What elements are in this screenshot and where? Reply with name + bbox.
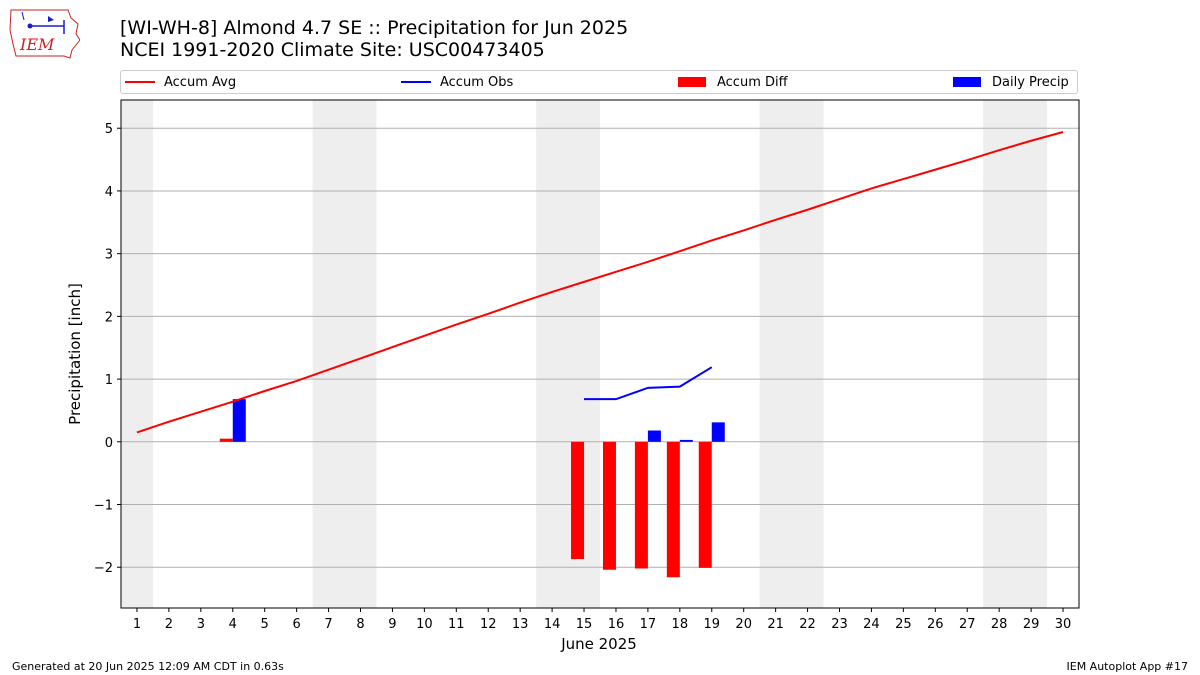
x-tick-label: 12 (480, 617, 497, 632)
legend-label-accum-diff: Accum Diff (717, 74, 788, 90)
title-line-2: NCEI 1991-2020 Climate Site: USC00473405 (120, 39, 545, 61)
legend-label-accum-avg: Accum Avg (164, 74, 237, 90)
legend-item-accum-diff: Accum Diff (678, 71, 788, 93)
x-tick-label: 9 (388, 617, 396, 632)
x-tick-label: 4 (229, 617, 237, 632)
weekend-shade-3 (759, 100, 824, 608)
y-tick-label: 2 (105, 310, 113, 325)
accum-diff-bar (698, 441, 712, 568)
y-tick-label: 4 (105, 185, 113, 200)
legend-label-accum-obs: Accum Obs (440, 74, 514, 90)
daily-precip-bar (232, 399, 246, 442)
y-axis-label: Precipitation [inch] (66, 283, 84, 425)
daily-precip-bar (711, 422, 725, 442)
accum-diff-bar (571, 441, 585, 560)
legend-item-accum-avg: Accum Avg (125, 71, 236, 93)
weekend-shade-2 (536, 100, 600, 608)
x-tick-label: 2 (165, 617, 173, 632)
plot-frame (120, 99, 1080, 609)
x-tick-label: 21 (767, 617, 784, 632)
x-tick-label: 23 (831, 617, 848, 632)
daily-precip-bar (679, 439, 693, 442)
legend-item-daily-precip: Daily Precip (953, 71, 1069, 93)
weekend-shade-0 (121, 100, 153, 608)
legend-swatch-accum-diff (678, 77, 706, 87)
x-tick-label: 27 (959, 617, 976, 632)
x-tick-label: 24 (863, 617, 880, 632)
app-credit: IEM Autoplot App #17 (1066, 660, 1189, 673)
x-tick-label: 29 (1023, 617, 1040, 632)
accum-diff-bar (219, 438, 233, 442)
x-tick-label: 28 (991, 617, 1008, 632)
x-tick-label: 26 (927, 617, 944, 632)
x-tick-label: 13 (512, 617, 529, 632)
x-tick-label: 30 (1055, 617, 1072, 632)
x-tick-label: 15 (576, 617, 593, 632)
weekend-shade-1 (312, 100, 377, 608)
x-tick-label: 10 (416, 617, 433, 632)
x-axis-label: June 2025 (560, 635, 637, 653)
x-tick-label: 14 (544, 617, 561, 632)
x-tick-label: 8 (356, 617, 364, 632)
x-tick-label: 22 (799, 617, 816, 632)
accum-obs-line (584, 366, 713, 401)
legend-swatch-accum-obs (401, 81, 431, 83)
x-tick-label: 7 (324, 617, 332, 632)
y-tick-label: 0 (105, 436, 113, 451)
x-tick-label: 3 (197, 617, 205, 632)
generated-timestamp: Generated at 20 Jun 2025 12:09 AM CDT in… (12, 660, 284, 673)
logo-text: IEM (19, 35, 55, 54)
x-tick-label: 11 (448, 617, 465, 632)
x-tick-label: 19 (703, 617, 720, 632)
x-tick-label: 25 (895, 617, 912, 632)
legend-swatch-accum-avg (125, 81, 155, 83)
x-tick-label: 1 (133, 617, 141, 632)
y-tick-label: −2 (94, 561, 113, 576)
legend: Accum Avg Accum Obs Accum Diff Daily Pre… (120, 70, 1078, 94)
accum-avg-line (136, 131, 1064, 434)
y-tick-label: −1 (94, 499, 113, 514)
iem-logo: IEM (9, 9, 80, 59)
accum-diff-bar (666, 441, 680, 578)
chart-title: [WI-WH-8] Almond 4.7 SE :: Precipitation… (120, 17, 628, 61)
x-tick-label: 17 (640, 617, 657, 632)
x-tick-label: 20 (735, 617, 752, 632)
x-tick-label: 16 (608, 617, 625, 632)
legend-item-accum-obs: Accum Obs (401, 71, 513, 93)
x-tick-label: 18 (672, 617, 689, 632)
y-tick-label: 3 (105, 248, 113, 263)
x-tick-label: 6 (292, 617, 300, 632)
legend-label-daily-precip: Daily Precip (992, 74, 1069, 90)
accum-diff-bar (634, 441, 648, 569)
legend-swatch-daily-precip (953, 77, 981, 87)
daily-precip-bar (647, 430, 661, 442)
title-line-1: [WI-WH-8] Almond 4.7 SE :: Precipitation… (120, 17, 629, 39)
y-tick-label: 5 (105, 122, 113, 137)
weekend-shade-4 (983, 100, 1048, 608)
x-tick-label: 5 (261, 617, 269, 632)
accum-diff-bar (602, 441, 616, 570)
iowa-outline (9, 9, 80, 59)
y-tick-label: 1 (105, 373, 113, 388)
